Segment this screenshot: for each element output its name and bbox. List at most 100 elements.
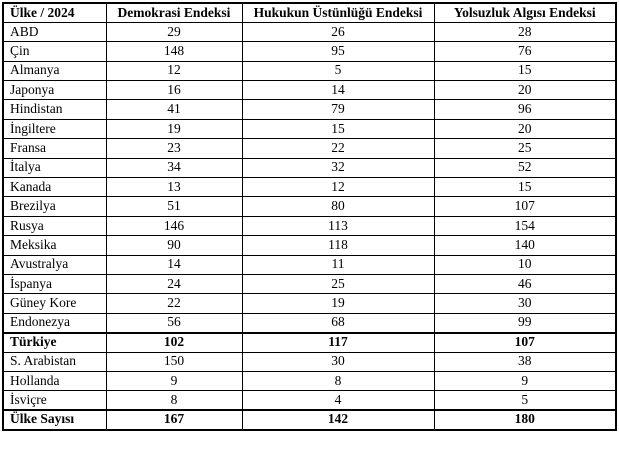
value-cell: 150 <box>105 351 243 372</box>
value-cell: 16 <box>105 80 243 101</box>
value-cell: 20 <box>433 80 617 101</box>
value-cell: 107 <box>433 331 617 353</box>
value-cell: 34 <box>105 157 243 179</box>
value-cell: 15 <box>241 118 435 140</box>
value-cell: 102 <box>105 331 243 353</box>
value-cell: 14 <box>105 254 243 275</box>
value-cell: 68 <box>241 312 435 334</box>
value-cell: 20 <box>433 118 617 140</box>
value-cell: 4 <box>241 390 435 411</box>
value-cell: 29 <box>105 21 243 43</box>
table-row: Kanada 13 12 15 <box>2 177 617 198</box>
value-cell: 41 <box>105 99 243 120</box>
value-cell: 76 <box>433 41 617 62</box>
table-row: Avustralya 14 11 10 <box>2 254 617 275</box>
country-cell: Çin <box>2 41 107 62</box>
value-cell: 12 <box>241 177 435 198</box>
value-cell: 38 <box>433 351 617 372</box>
table-row: Almanya 12 5 15 <box>2 60 617 82</box>
country-cell: Kanada <box>2 177 107 198</box>
value-cell: 148 <box>105 41 243 62</box>
country-cell: Hindistan <box>2 99 107 120</box>
value-cell: 107 <box>433 196 617 217</box>
value-cell: 30 <box>241 351 435 372</box>
header-democracy-index: Demokrasi Endeksi <box>105 2 243 23</box>
value-cell: 96 <box>433 99 617 120</box>
table-row: Japonya 16 14 20 <box>2 80 617 101</box>
value-cell: 13 <box>105 177 243 198</box>
table-row: Türkiye 102 117 107 <box>2 331 617 353</box>
value-cell: 24 <box>105 273 243 295</box>
value-cell: 10 <box>433 254 617 275</box>
country-index-table: Ülke / 2024 Demokrasi Endeksi Hukukun Üs… <box>2 2 617 431</box>
table-row: İngiltere 19 15 20 <box>2 118 617 140</box>
country-cell: Endonezya <box>2 312 107 334</box>
table-row: Brezilya 51 80 107 <box>2 196 617 217</box>
country-cell: İngiltere <box>2 118 107 140</box>
country-cell: İtalya <box>2 157 107 179</box>
table-row: Fransa 23 22 25 <box>2 138 617 159</box>
value-cell: 118 <box>241 235 435 256</box>
value-cell: 14 <box>241 80 435 101</box>
country-cell: Almanya <box>2 60 107 82</box>
header-corruption-perception-index: Yolsuzluk Algısı Endeksi <box>433 2 617 23</box>
table-row: ABD 29 26 28 <box>2 21 617 43</box>
value-cell: 25 <box>433 138 617 159</box>
country-cell: Meksika <box>2 235 107 256</box>
value-cell: 19 <box>241 293 435 314</box>
value-cell: 52 <box>433 157 617 179</box>
value-cell: 15 <box>433 177 617 198</box>
value-cell: 30 <box>433 293 617 314</box>
value-cell: 25 <box>241 273 435 295</box>
value-cell: 56 <box>105 312 243 334</box>
value-cell: 79 <box>241 99 435 120</box>
value-cell: 22 <box>241 138 435 159</box>
value-cell: 19 <box>105 118 243 140</box>
value-cell: 8 <box>241 370 435 392</box>
value-cell: 80 <box>241 196 435 217</box>
value-cell: 12 <box>105 60 243 82</box>
country-cell: Ülke Sayısı <box>2 409 107 431</box>
value-cell: 154 <box>433 215 617 237</box>
value-cell: 8 <box>105 390 243 411</box>
country-cell: Türkiye <box>2 331 107 353</box>
value-cell: 167 <box>105 409 243 431</box>
table-row: Çin 148 95 76 <box>2 41 617 62</box>
value-cell: 22 <box>105 293 243 314</box>
value-cell: 15 <box>433 60 617 82</box>
value-cell: 95 <box>241 41 435 62</box>
table-row: İspanya 24 25 46 <box>2 273 617 295</box>
country-cell: Güney Kore <box>2 293 107 314</box>
value-cell: 180 <box>433 409 617 431</box>
value-cell: 51 <box>105 196 243 217</box>
value-cell: 9 <box>433 370 617 392</box>
value-cell: 23 <box>105 138 243 159</box>
value-cell: 117 <box>241 331 435 353</box>
country-cell: Japonya <box>2 80 107 101</box>
table-row: İtalya 34 32 52 <box>2 157 617 179</box>
value-cell: 140 <box>433 235 617 256</box>
value-cell: 46 <box>433 273 617 295</box>
country-cell: Avustralya <box>2 254 107 275</box>
value-cell: 32 <box>241 157 435 179</box>
table-row: Güney Kore 22 19 30 <box>2 293 617 314</box>
country-cell: ABD <box>2 21 107 43</box>
table-row: S. Arabistan 150 30 38 <box>2 351 617 372</box>
table-body: ABD 29 26 28 Çin 148 95 76 Almanya 12 5 15 Japonya 16… <box>2 21 617 431</box>
value-cell: 26 <box>241 21 435 43</box>
table-row: Hindistan 41 79 96 <box>2 99 617 120</box>
header-country: Ülke / 2024 <box>2 2 107 23</box>
country-cell: Hollanda <box>2 370 107 392</box>
value-cell: 5 <box>433 390 617 411</box>
value-cell: 142 <box>241 409 435 431</box>
value-cell: 9 <box>105 370 243 392</box>
value-cell: 28 <box>433 21 617 43</box>
table-row: Rusya 146 113 154 <box>2 215 617 237</box>
value-cell: 5 <box>241 60 435 82</box>
value-cell: 11 <box>241 254 435 275</box>
table-row: Meksika 90 118 140 <box>2 235 617 256</box>
table-row: Ülke Sayısı 167 142 180 <box>2 409 617 431</box>
table-row: Endonezya 56 68 99 <box>2 312 617 334</box>
country-cell: Brezilya <box>2 196 107 217</box>
country-cell: İsviçre <box>2 390 107 411</box>
